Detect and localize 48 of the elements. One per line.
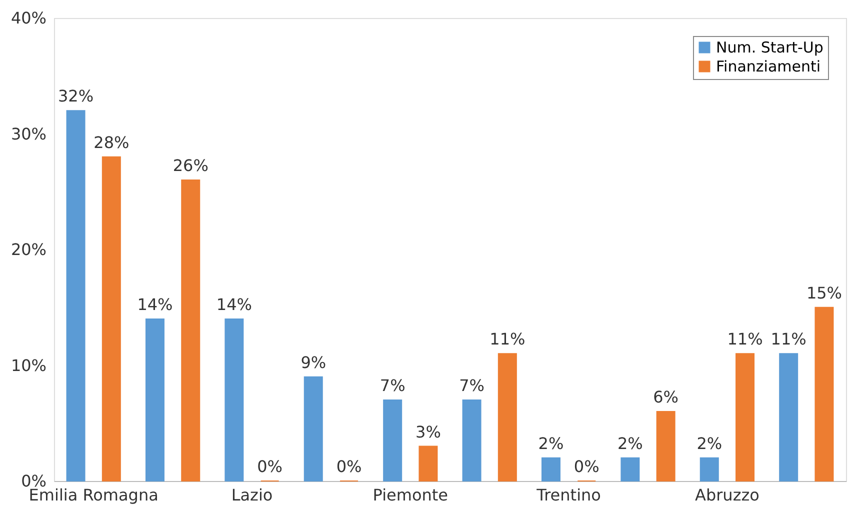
data-label: 3% [416, 422, 441, 442]
bar [66, 110, 86, 482]
x-tick-label: Trentino [536, 486, 601, 504]
bar [779, 353, 798, 482]
bar [814, 306, 834, 482]
bar [304, 376, 323, 482]
data-label: 0% [336, 457, 362, 476]
bar [620, 457, 640, 482]
data-label: 15% [806, 283, 842, 302]
data-label: 2% [538, 434, 564, 453]
x-tick-label: Abruzzo [694, 486, 760, 504]
data-label: 7% [380, 376, 406, 395]
data-label: 0% [257, 457, 283, 476]
data-label: 11% [727, 330, 763, 349]
data-label: 11% [770, 330, 806, 349]
data-label: 28% [94, 132, 130, 152]
y-tick-label: 20% [10, 240, 46, 259]
legend-label: Num. Start-Up [716, 38, 824, 56]
data-label: 32% [58, 86, 94, 106]
data-label: 7% [459, 376, 484, 395]
data-label: 0% [574, 457, 600, 476]
data-label: 6% [653, 388, 679, 407]
x-tick-label: Piemonte [372, 486, 448, 504]
data-label: 11% [490, 330, 526, 349]
data-label: 26% [172, 156, 208, 176]
bar [181, 180, 200, 482]
legend-label: Finanziamenti [716, 58, 821, 76]
bar [102, 156, 121, 482]
data-label: 2% [617, 434, 643, 453]
data-label: 9% [300, 352, 326, 372]
data-label: 14% [137, 294, 173, 314]
bar [541, 457, 560, 482]
bar [498, 353, 517, 482]
y-tick-label: 30% [10, 124, 46, 144]
y-tick-label: 10% [10, 356, 46, 375]
data-label: 2% [696, 434, 722, 453]
bar [462, 399, 482, 482]
bar [383, 399, 402, 482]
bar [656, 411, 676, 482]
y-tick-label: 40% [10, 8, 46, 28]
bar [736, 353, 755, 482]
bar [700, 457, 719, 482]
bar [418, 446, 438, 482]
bar [145, 318, 164, 482]
x-tick-label: Lazio [231, 486, 273, 504]
data-label: 14% [216, 294, 252, 314]
bar [224, 318, 244, 482]
x-tick-label: Emilia Romagna [28, 486, 158, 504]
